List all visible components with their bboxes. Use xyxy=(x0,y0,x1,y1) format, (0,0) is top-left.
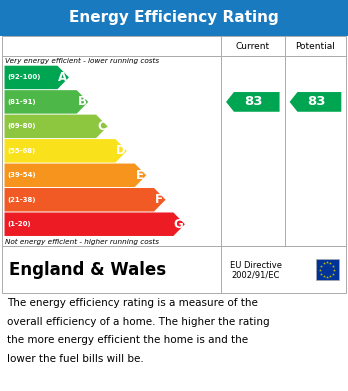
Text: Energy Efficiency Rating: Energy Efficiency Rating xyxy=(69,11,279,25)
Text: D: D xyxy=(116,144,126,157)
Text: EU Directive: EU Directive xyxy=(230,261,282,271)
Polygon shape xyxy=(5,90,88,114)
Text: G: G xyxy=(174,218,183,231)
Text: 83: 83 xyxy=(307,95,325,108)
Text: Not energy efficient - higher running costs: Not energy efficient - higher running co… xyxy=(5,239,159,245)
Text: Very energy efficient - lower running costs: Very energy efficient - lower running co… xyxy=(5,58,159,64)
Text: 83: 83 xyxy=(244,95,263,108)
Text: Potential: Potential xyxy=(295,41,335,51)
Text: C: C xyxy=(97,120,106,133)
Polygon shape xyxy=(5,139,127,163)
Text: 2002/91/EC: 2002/91/EC xyxy=(232,271,280,280)
Text: lower the fuel bills will be.: lower the fuel bills will be. xyxy=(7,354,144,364)
Text: (55-68): (55-68) xyxy=(7,148,35,154)
Polygon shape xyxy=(5,66,69,89)
Text: (1-20): (1-20) xyxy=(7,221,31,227)
Polygon shape xyxy=(5,188,166,212)
Text: (92-100): (92-100) xyxy=(7,74,41,81)
Text: (39-54): (39-54) xyxy=(7,172,36,178)
Bar xyxy=(2,246,346,293)
Text: (69-80): (69-80) xyxy=(7,124,36,129)
Polygon shape xyxy=(5,212,185,236)
Bar xyxy=(0,0,348,36)
Polygon shape xyxy=(5,163,146,187)
Text: F: F xyxy=(155,193,163,206)
Text: A: A xyxy=(58,71,67,84)
Text: England & Wales: England & Wales xyxy=(9,261,166,279)
Text: The energy efficiency rating is a measure of the: The energy efficiency rating is a measur… xyxy=(7,298,258,308)
Text: Current: Current xyxy=(236,41,270,51)
Text: E: E xyxy=(136,169,144,182)
Text: B: B xyxy=(78,95,86,108)
Polygon shape xyxy=(5,115,108,138)
Text: the more energy efficient the home is and the: the more energy efficient the home is an… xyxy=(7,335,248,346)
Text: (21-38): (21-38) xyxy=(7,197,36,203)
Bar xyxy=(316,259,339,280)
Text: overall efficiency of a home. The higher the rating: overall efficiency of a home. The higher… xyxy=(7,317,270,327)
Polygon shape xyxy=(226,92,279,112)
Polygon shape xyxy=(290,92,341,112)
Text: (81-91): (81-91) xyxy=(7,99,36,105)
Bar xyxy=(2,36,346,246)
